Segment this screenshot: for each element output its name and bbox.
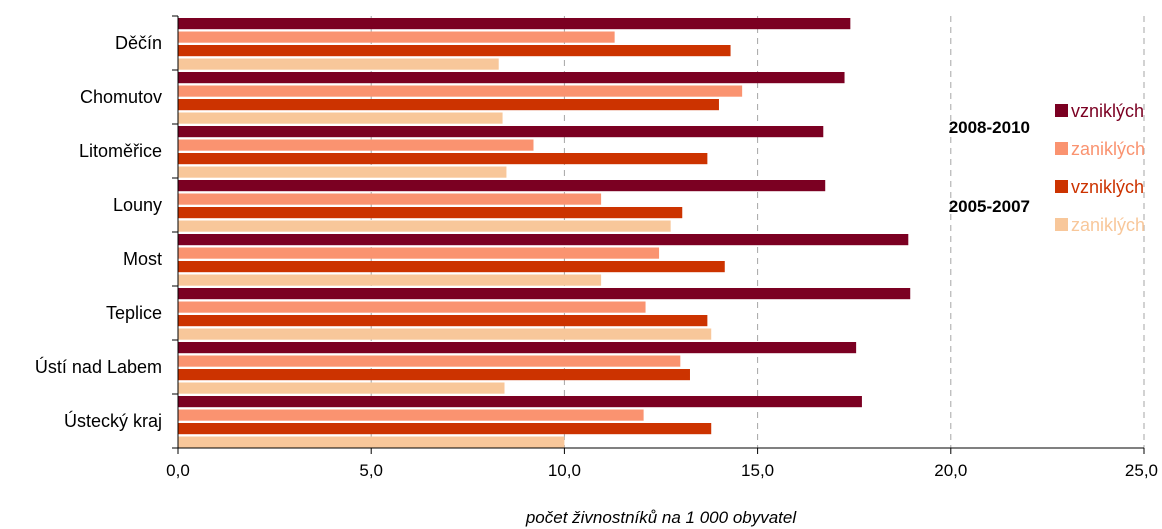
x-tick-label: 5,0 [359, 461, 383, 480]
bar [178, 328, 712, 340]
bars-group [178, 18, 911, 448]
bar [178, 274, 602, 286]
bar [178, 58, 499, 70]
x-tick-label: 0,0 [166, 461, 190, 480]
x-tick-label: 10,0 [548, 461, 581, 480]
x-tick-labels: 0,0 5,0 10,0 15,0 20,0 25,0 [166, 461, 1158, 480]
bar [178, 396, 862, 408]
bar [178, 409, 644, 421]
bar [178, 207, 683, 219]
bar [178, 166, 507, 178]
category-label: Most [123, 249, 162, 269]
legend-label: vzniklých [1071, 101, 1144, 121]
category-label: Chomutov [80, 87, 162, 107]
legend-label: zaniklých [1071, 139, 1145, 159]
bar [178, 288, 911, 300]
bar [178, 436, 565, 448]
legend-swatch [1055, 218, 1068, 231]
bar [178, 31, 615, 43]
legend-swatch [1055, 142, 1068, 155]
legend-swatch [1055, 180, 1068, 193]
x-tick-label: 15,0 [741, 461, 774, 480]
bar [178, 220, 671, 232]
bar [178, 369, 690, 381]
category-label: Ústecký kraj [64, 410, 162, 431]
bar [178, 234, 909, 246]
legend: vzniklých zaniklých vzniklých zaniklých 2008… [949, 101, 1145, 235]
bar [178, 261, 725, 273]
category-label: Teplice [106, 303, 162, 323]
bar [178, 85, 743, 97]
legend-period-label: 2005-2007 [949, 197, 1030, 216]
bar [178, 301, 646, 313]
category-label: Louny [113, 195, 162, 215]
legend-label: zaniklých [1071, 215, 1145, 235]
axes-group [172, 15, 1145, 454]
category-label: Litoměřice [79, 141, 162, 161]
bar [178, 126, 824, 138]
bar [178, 139, 534, 151]
bar [178, 342, 857, 354]
bar [178, 423, 712, 435]
bar [178, 18, 851, 30]
bar [178, 180, 826, 192]
category-label: Ústí nad Labem [35, 356, 162, 377]
bar [178, 355, 681, 367]
bar [178, 45, 731, 57]
x-tick-label: 25,0 [1125, 461, 1158, 480]
legend-label: vzniklých [1071, 177, 1144, 197]
x-axis-title: počet živnostníků na 1 000 obyvatel [525, 508, 798, 527]
bar [178, 193, 602, 205]
bar [178, 112, 503, 124]
category-label: Děčín [115, 33, 162, 53]
bar [178, 247, 660, 259]
legend-swatch [1055, 104, 1068, 117]
legend-period-label: 2008-2010 [949, 118, 1030, 137]
category-labels: Děčín Chomutov Litoměřice Louny Most Teplice Ú… [35, 33, 162, 431]
bar [178, 315, 708, 327]
bar [178, 99, 719, 111]
bar [178, 382, 505, 394]
x-tick-label: 20,0 [934, 461, 967, 480]
bar [178, 72, 845, 84]
bar [178, 153, 708, 165]
